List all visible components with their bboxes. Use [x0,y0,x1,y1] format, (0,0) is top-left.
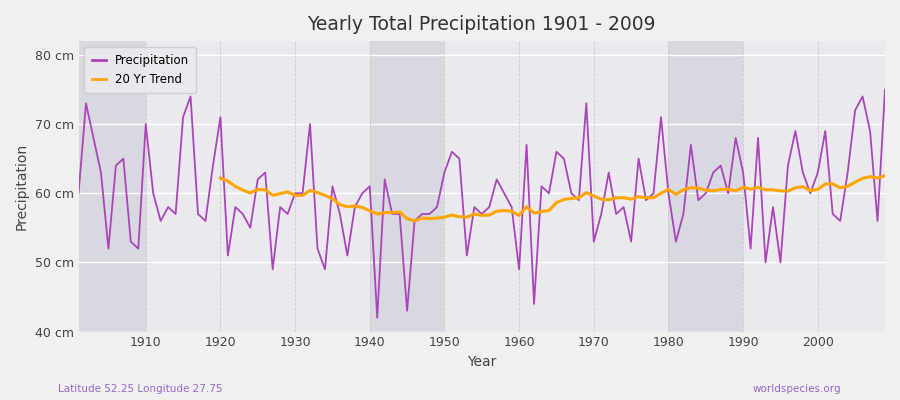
Y-axis label: Precipitation: Precipitation [15,143,29,230]
Title: Yearly Total Precipitation 1901 - 2009: Yearly Total Precipitation 1901 - 2009 [308,15,656,34]
Bar [370,41,445,332]
X-axis label: Year: Year [467,355,497,369]
Bar [669,41,743,332]
Bar [519,41,594,332]
Text: worldspecies.org: worldspecies.org [753,384,842,394]
Bar [71,41,146,332]
Bar [220,41,295,332]
Legend: Precipitation, 20 Yr Trend: Precipitation, 20 Yr Trend [85,47,196,93]
Text: Latitude 52.25 Longitude 27.75: Latitude 52.25 Longitude 27.75 [58,384,223,394]
Bar [818,41,893,332]
